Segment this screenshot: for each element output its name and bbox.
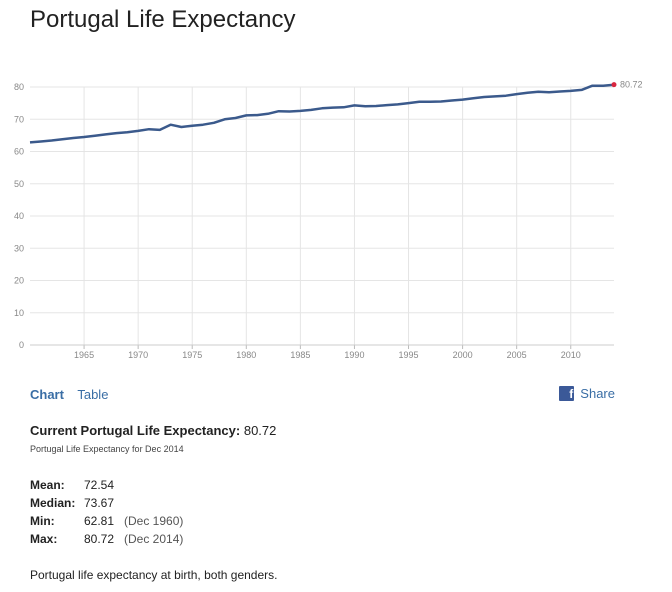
stat-label: Max: xyxy=(30,532,58,546)
chart-description: Portugal life expectancy at birth, both … xyxy=(30,568,278,582)
y-tick-label: 30 xyxy=(14,243,24,253)
x-tick-label: 1990 xyxy=(344,350,364,360)
current-value: Current Portugal Life Expectancy: 80.72 xyxy=(30,423,276,438)
stat-value: 80.72 xyxy=(84,532,115,546)
stat-median: Median: 73.67 xyxy=(30,496,183,514)
stat-value: 72.54 xyxy=(84,478,115,492)
stat-label: Mean: xyxy=(30,478,65,492)
stat-max: Max: 80.72 (Dec 2014) xyxy=(30,532,183,550)
x-tick-label: 1995 xyxy=(399,350,419,360)
y-tick-label: 40 xyxy=(14,211,24,221)
y-axis-labels: 0 10 20 30 40 50 60 70 80 xyxy=(14,82,24,350)
y-tick-label: 80 xyxy=(14,82,24,92)
chart-grid xyxy=(30,86,614,349)
last-value-marker[interactable] xyxy=(611,82,617,88)
view-tabs: Chart Table xyxy=(30,387,118,402)
share-label: Share xyxy=(580,386,615,401)
y-tick-label: 20 xyxy=(14,276,24,286)
x-tick-label: 1970 xyxy=(128,350,148,360)
current-label: Current Portugal Life Expectancy: xyxy=(30,423,241,438)
x-tick-label: 2005 xyxy=(507,350,527,360)
x-tick-label: 1965 xyxy=(74,350,94,360)
y-tick-label: 60 xyxy=(14,147,24,157)
current-subtitle: Portugal Life Expectancy for Dec 2014 xyxy=(30,444,184,454)
stat-min: Min: 62.81 (Dec 1960) xyxy=(30,514,183,532)
stats-table: Mean: 72.54 Median: 73.67 Min: 62.81 (De… xyxy=(30,478,183,550)
stat-date: (Dec 1960) xyxy=(124,514,184,528)
tab-table[interactable]: Table xyxy=(77,387,109,402)
stat-value: 73.67 xyxy=(84,496,115,510)
series-line xyxy=(29,83,615,144)
current-number: 80.72 xyxy=(243,423,277,438)
stat-mean: Mean: 72.54 xyxy=(30,478,183,496)
x-tick-label: 1975 xyxy=(182,350,202,360)
stat-label: Min: xyxy=(30,514,55,528)
share-button[interactable]: f Share xyxy=(559,386,615,401)
x-tick-label: 2000 xyxy=(453,350,473,360)
stat-label: Median: xyxy=(30,496,76,510)
y-tick-label: 0 xyxy=(19,340,24,350)
stat-date: (Dec 2014) xyxy=(124,532,184,546)
stat-value: 62.81 xyxy=(84,514,115,528)
y-tick-label: 10 xyxy=(14,308,24,318)
x-tick-label: 1980 xyxy=(236,350,256,360)
x-tick-label: 1985 xyxy=(290,350,310,360)
last-value-label: 80.72 xyxy=(620,80,643,90)
tab-chart[interactable]: Chart xyxy=(30,387,64,402)
y-tick-label: 50 xyxy=(14,179,24,189)
x-tick-label: 2010 xyxy=(561,350,581,360)
page-title: Portugal Life Expectancy xyxy=(30,6,296,33)
y-tick-label: 70 xyxy=(14,114,24,124)
facebook-icon: f xyxy=(559,386,575,401)
x-axis-labels: 1965 1970 1975 1980 1985 1990 1995 2000 2005 2010 xyxy=(74,350,581,360)
